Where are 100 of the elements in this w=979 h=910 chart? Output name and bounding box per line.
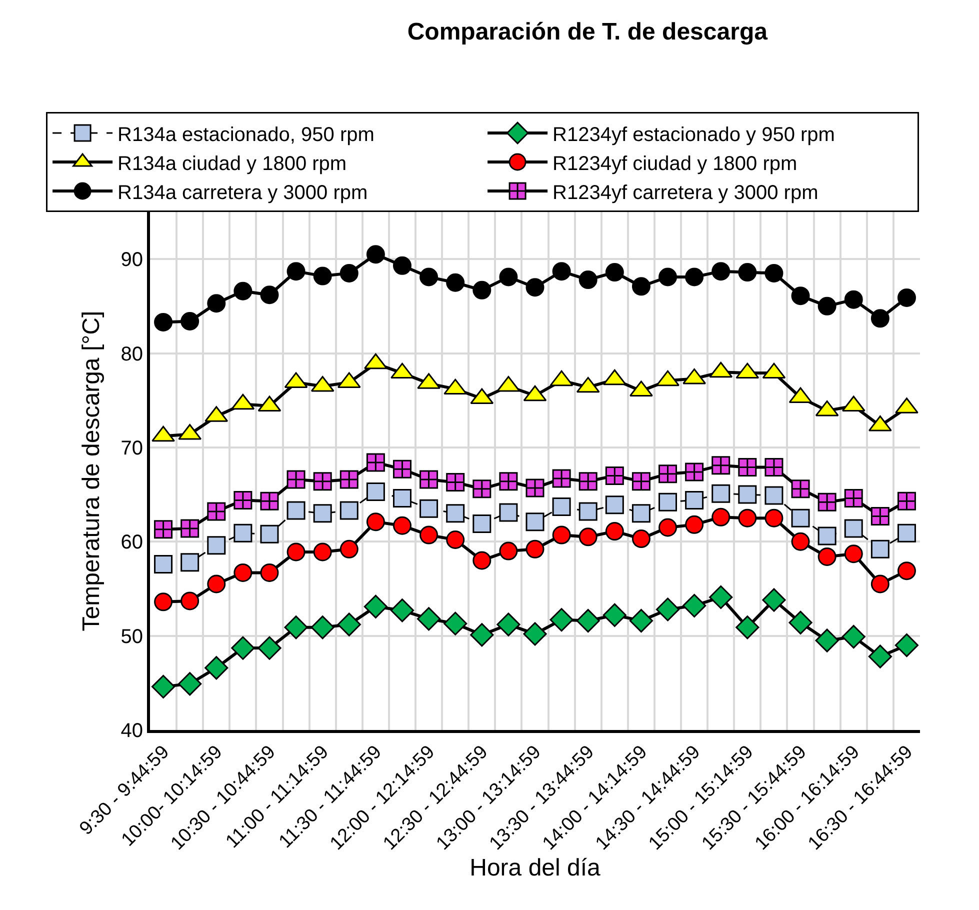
point [764, 486, 784, 505]
point [602, 603, 626, 627]
point [632, 472, 650, 491]
point [870, 540, 890, 558]
x-axis-title: Hora del día [470, 854, 602, 882]
point [313, 266, 332, 286]
point [234, 490, 252, 510]
y-axis-title: Temperatura de descarga [°C] [78, 310, 105, 632]
point [658, 268, 678, 286]
point [552, 262, 571, 281]
point [260, 492, 279, 510]
point [231, 636, 255, 660]
point [685, 462, 704, 482]
point [180, 553, 200, 572]
point [818, 526, 836, 546]
point [260, 563, 279, 582]
point [340, 264, 358, 282]
point [392, 460, 412, 478]
point [234, 563, 252, 582]
point [818, 547, 836, 566]
point [340, 540, 358, 558]
point [178, 672, 202, 696]
y-tick-label: 80 [120, 343, 143, 366]
point [632, 277, 650, 296]
point [709, 585, 733, 609]
chart-title: Comparación de T. de descarga [407, 18, 768, 46]
point [870, 506, 890, 526]
point [605, 522, 624, 541]
point [416, 607, 441, 631]
point [420, 470, 438, 489]
point [897, 524, 916, 542]
point [470, 623, 494, 647]
point [337, 612, 361, 636]
point [685, 268, 704, 286]
point [523, 622, 547, 646]
point [578, 472, 598, 491]
point [446, 504, 465, 523]
point [340, 501, 358, 520]
point [685, 490, 704, 510]
point [712, 262, 730, 281]
point [764, 264, 784, 282]
point [234, 282, 252, 300]
point [499, 472, 518, 491]
point [472, 551, 492, 570]
point [499, 503, 518, 522]
point [366, 512, 385, 532]
point [815, 628, 839, 652]
point [420, 526, 438, 544]
point [313, 472, 332, 491]
point [180, 519, 200, 538]
point [366, 453, 385, 472]
point [552, 498, 571, 516]
point [738, 263, 757, 282]
point [629, 608, 654, 633]
point [207, 502, 226, 521]
point [180, 312, 200, 330]
point [658, 464, 678, 484]
point [472, 514, 492, 533]
point [685, 515, 704, 534]
point [552, 526, 571, 544]
point [897, 562, 916, 580]
point [870, 309, 890, 328]
legend-label: R1234yf carretera y 3000 rpm [552, 182, 818, 204]
point [496, 612, 520, 636]
point [207, 294, 226, 313]
point [258, 636, 282, 660]
point [390, 598, 414, 622]
point [154, 312, 173, 332]
point [204, 656, 228, 680]
point [658, 518, 678, 537]
point [791, 508, 810, 528]
point [842, 624, 866, 649]
point [151, 674, 176, 698]
point [393, 516, 412, 535]
point [738, 508, 757, 528]
point [868, 644, 892, 668]
point [738, 485, 757, 504]
y-tick-label: 50 [120, 626, 143, 648]
point [605, 496, 624, 514]
y-tick-label: 60 [120, 532, 143, 554]
point [393, 256, 412, 275]
point [682, 594, 706, 618]
point [656, 598, 680, 622]
point [234, 524, 252, 542]
point [446, 530, 465, 549]
point [284, 616, 308, 640]
point [712, 508, 730, 526]
point [605, 466, 624, 485]
point [550, 608, 574, 632]
point [366, 482, 385, 501]
point [526, 540, 544, 558]
point [844, 519, 863, 538]
point [207, 574, 226, 594]
y-tick-label: 90 [120, 249, 143, 272]
point [632, 530, 650, 548]
point [578, 502, 598, 521]
point [526, 278, 544, 297]
point [472, 480, 492, 498]
point [897, 288, 916, 307]
point [844, 544, 863, 564]
